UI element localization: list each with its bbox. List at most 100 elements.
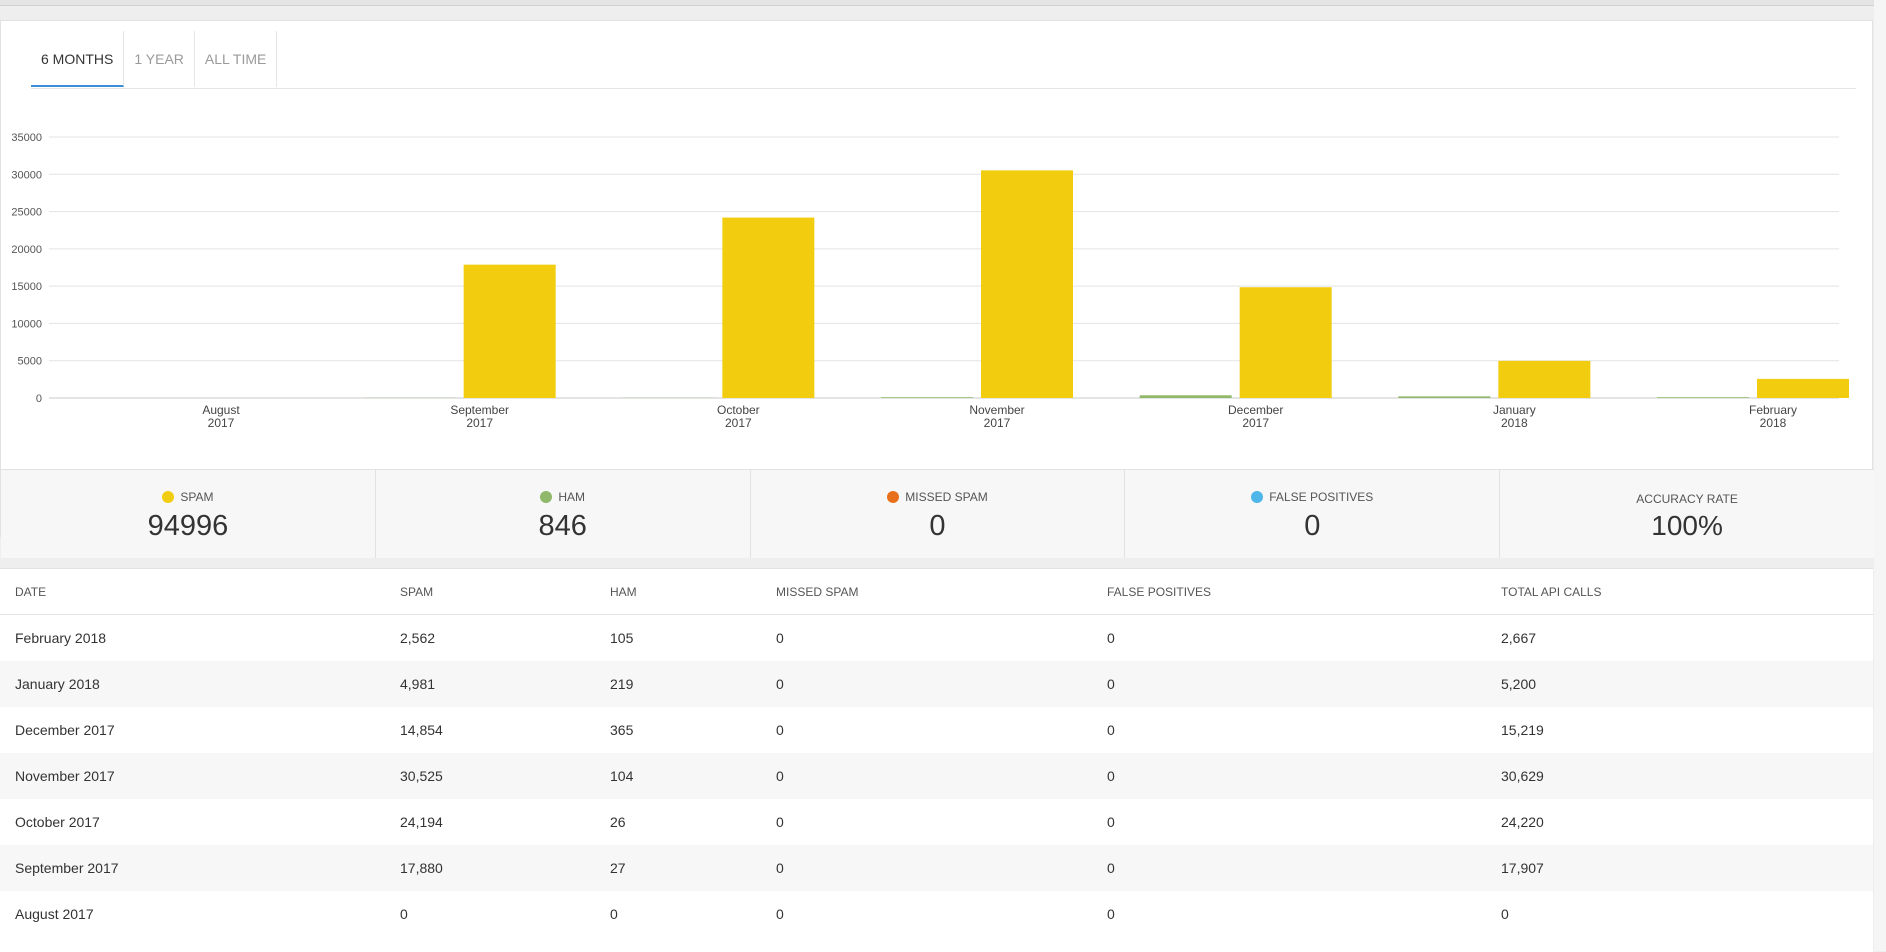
cell-spam: 30,525 <box>400 753 610 799</box>
cell-total-api-calls: 5,200 <box>1501 661 1873 707</box>
y-tick-label: 15000 <box>11 281 42 293</box>
y-tick-label: 25000 <box>11 207 42 219</box>
stat-missed-spam-label: MISSED SPAM <box>905 490 987 504</box>
cell-total-api-calls: 17,907 <box>1501 845 1873 891</box>
stat-missed-spam: MISSED SPAM 0 <box>751 470 1126 558</box>
cell-false-positives: 0 <box>1107 891 1501 937</box>
col-missed-spam[interactable]: MISSED SPAM <box>776 569 1107 615</box>
cell-missed-spam: 0 <box>776 707 1107 753</box>
y-tick-label: 0 <box>36 393 42 405</box>
cell-false-positives: 0 <box>1107 615 1501 662</box>
spam-ham-bar-chart: 05000100001500020000250003000035000Augus… <box>1 101 1874 441</box>
cell-date: January 2018 <box>0 661 400 707</box>
cell-false-positives: 0 <box>1107 753 1501 799</box>
cell-ham: 0 <box>610 891 776 937</box>
stat-ham: HAM 846 <box>376 470 751 558</box>
stat-spam-value: 94996 <box>1 510 375 543</box>
stat-accuracy-label: ACCURACY RATE <box>1636 492 1738 506</box>
x-tick-label-year: 2017 <box>466 416 493 430</box>
cell-total-api-calls: 15,219 <box>1501 707 1873 753</box>
spam-bar <box>1498 361 1590 398</box>
stat-accuracy-rate: ACCURACY RATE 100% <box>1500 470 1874 558</box>
tab-1-year[interactable]: 1 YEAR <box>124 31 195 87</box>
table-row: November 2017 30,525 104 0 0 30,629 <box>0 753 1873 799</box>
cell-date: August 2017 <box>0 891 400 937</box>
col-spam[interactable]: SPAM <box>400 569 610 615</box>
cell-total-api-calls: 0 <box>1501 891 1873 937</box>
cell-ham: 365 <box>610 707 776 753</box>
x-tick-label-month: November <box>969 403 1024 417</box>
x-tick-label-month: September <box>450 403 509 417</box>
cell-false-positives: 0 <box>1107 661 1501 707</box>
table-header-row: DATE SPAM HAM MISSED SPAM FALSE POSITIVE… <box>0 569 1873 615</box>
top-border <box>0 0 1886 6</box>
table-row: February 2018 2,562 105 0 0 2,667 <box>0 615 1873 662</box>
cell-ham: 219 <box>610 661 776 707</box>
col-ham[interactable]: HAM <box>610 569 776 615</box>
table-row: January 2018 4,981 219 0 0 5,200 <box>0 661 1873 707</box>
spam-bar <box>1240 287 1332 398</box>
cell-missed-spam: 0 <box>776 615 1107 662</box>
spam-dot-icon <box>162 491 174 503</box>
cell-total-api-calls: 24,220 <box>1501 799 1873 845</box>
stat-false-positives-label: FALSE POSITIVES <box>1269 490 1373 504</box>
x-tick-label-month: August <box>202 403 240 417</box>
ham-dot-icon <box>540 491 552 503</box>
table-row: August 2017 0 0 0 0 0 <box>0 891 1873 937</box>
y-tick-label: 35000 <box>11 132 42 144</box>
table-row: December 2017 14,854 365 0 0 15,219 <box>0 707 1873 753</box>
cell-false-positives: 0 <box>1107 845 1501 891</box>
x-tick-label-month: December <box>1228 403 1283 417</box>
cell-spam: 0 <box>400 891 610 937</box>
monthly-stats-table: DATE SPAM HAM MISSED SPAM FALSE POSITIVE… <box>0 569 1873 937</box>
x-tick-label-year: 2018 <box>1760 416 1787 430</box>
x-tick-label-year: 2017 <box>725 416 752 430</box>
x-tick-label-year: 2018 <box>1501 416 1528 430</box>
col-false-positives[interactable]: FALSE POSITIVES <box>1107 569 1501 615</box>
stat-accuracy-value: 100% <box>1500 510 1874 542</box>
ham-bar <box>881 397 973 398</box>
spam-bar <box>722 218 814 398</box>
stat-false-positives: FALSE POSITIVES 0 <box>1125 470 1500 558</box>
stat-ham-value: 846 <box>376 510 750 543</box>
cell-missed-spam: 0 <box>776 799 1107 845</box>
cell-date: November 2017 <box>0 753 400 799</box>
y-tick-label: 20000 <box>11 244 42 256</box>
cell-missed-spam: 0 <box>776 845 1107 891</box>
col-date[interactable]: DATE <box>0 569 400 615</box>
col-total-api-calls[interactable]: TOTAL API CALLS <box>1501 569 1873 615</box>
y-tick-label: 30000 <box>11 169 42 181</box>
missed-spam-dot-icon <box>887 491 899 503</box>
cell-false-positives: 0 <box>1107 799 1501 845</box>
cell-date: December 2017 <box>0 707 400 753</box>
stat-ham-label: HAM <box>558 490 585 504</box>
cell-missed-spam: 0 <box>776 661 1107 707</box>
right-gutter <box>1874 0 1886 951</box>
cell-ham: 27 <box>610 845 776 891</box>
cell-total-api-calls: 30,629 <box>1501 753 1873 799</box>
cell-spam: 2,562 <box>400 615 610 662</box>
stat-spam: SPAM 94996 <box>1 470 376 558</box>
ham-bar <box>1140 395 1232 398</box>
cell-ham: 26 <box>610 799 776 845</box>
spam-bar <box>464 265 556 398</box>
cell-false-positives: 0 <box>1107 707 1501 753</box>
table-row: October 2017 24,194 26 0 0 24,220 <box>0 799 1873 845</box>
period-tabs: 6 MONTHS 1 YEAR ALL TIME <box>31 31 1856 89</box>
x-tick-label-year: 2017 <box>208 416 235 430</box>
tab-all-time[interactable]: ALL TIME <box>195 31 277 87</box>
stat-spam-label: SPAM <box>180 490 213 504</box>
x-tick-label-month: October <box>717 403 760 417</box>
tab-6-months[interactable]: 6 MONTHS <box>31 31 124 87</box>
false-positives-dot-icon <box>1251 491 1263 503</box>
cell-missed-spam: 0 <box>776 753 1107 799</box>
cell-spam: 24,194 <box>400 799 610 845</box>
cell-ham: 104 <box>610 753 776 799</box>
monthly-table-card: DATE SPAM HAM MISSED SPAM FALSE POSITIVE… <box>0 568 1873 952</box>
x-tick-label-year: 2017 <box>1242 416 1269 430</box>
x-tick-label-month: February <box>1749 403 1797 417</box>
stats-summary: SPAM 94996 HAM 846 MISSED SPAM 0 FALSE P… <box>1 469 1874 558</box>
stat-missed-spam-value: 0 <box>751 510 1125 543</box>
cell-date: February 2018 <box>0 615 400 662</box>
